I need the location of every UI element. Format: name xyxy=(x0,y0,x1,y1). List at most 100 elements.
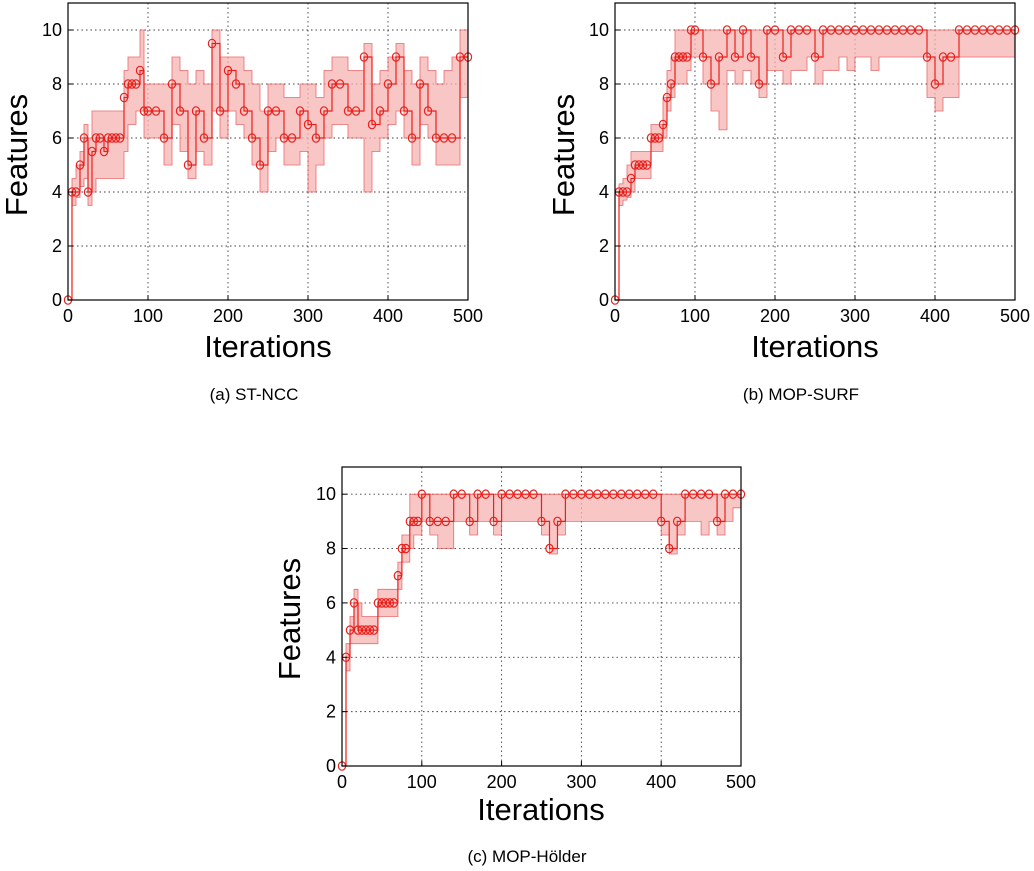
data-point-marker xyxy=(497,489,506,499)
data-point-marker xyxy=(383,79,393,89)
data-point-marker xyxy=(882,25,892,35)
data-point-marker xyxy=(649,489,658,499)
y-axis-label: Features xyxy=(546,94,581,216)
x-tick-label: 0 xyxy=(337,772,347,792)
data-point-marker xyxy=(712,516,722,527)
data-point-marker xyxy=(343,106,353,116)
mean-line xyxy=(615,29,1015,301)
data-point-marker xyxy=(641,489,650,499)
mean-line xyxy=(68,42,468,301)
data-point-marker xyxy=(91,133,101,143)
data-point-marker xyxy=(890,25,900,35)
data-point-marker xyxy=(529,489,538,499)
y-tick-label: 8 xyxy=(52,74,62,94)
data-point-marker xyxy=(672,516,682,527)
data-point-marker xyxy=(389,598,399,608)
data-point-marker xyxy=(746,52,756,62)
data-point-marker xyxy=(545,543,554,554)
y-tick-label: 0 xyxy=(326,756,336,776)
y-tick-label: 4 xyxy=(326,647,336,667)
x-tick-label: 100 xyxy=(133,306,163,326)
data-point-marker xyxy=(688,489,698,499)
data-point-marker xyxy=(433,516,442,527)
data-point-marker xyxy=(770,25,780,35)
data-point-marker xyxy=(866,25,876,35)
data-point-marker xyxy=(381,598,391,608)
data-point-marker xyxy=(658,119,668,130)
data-point-marker xyxy=(75,160,85,170)
x-tick-label: 400 xyxy=(920,306,950,326)
y-tick-label: 10 xyxy=(42,20,62,40)
data-point-marker xyxy=(83,187,93,197)
x-tick-label: 400 xyxy=(646,772,676,792)
data-point-marker xyxy=(131,79,141,89)
data-point-marker xyxy=(111,133,121,143)
data-point-marker xyxy=(119,92,129,103)
data-point-marker xyxy=(622,187,632,197)
data-point-marker xyxy=(473,489,482,499)
data-point-marker xyxy=(399,106,409,116)
data-point-marker xyxy=(353,625,363,635)
data-point-marker xyxy=(413,516,423,527)
data-point-marker xyxy=(730,52,740,62)
data-point-marker xyxy=(373,598,383,608)
y-tick-label: 10 xyxy=(589,20,609,40)
data-point-marker xyxy=(139,106,149,116)
y-tick-label: 10 xyxy=(316,484,336,504)
data-point-marker xyxy=(577,489,586,499)
data-point-marker xyxy=(714,52,724,62)
data-point-marker xyxy=(345,625,355,635)
subplot-caption: (c) MOP-Hölder xyxy=(467,847,586,866)
data-point-marker xyxy=(401,543,411,554)
data-point-marker xyxy=(481,489,490,499)
data-point-marker xyxy=(439,133,449,143)
data-point-marker xyxy=(569,489,578,499)
data-point-marker xyxy=(287,133,297,143)
data-point-marker xyxy=(585,489,594,499)
data-point-marker xyxy=(425,516,434,527)
data-point-marker xyxy=(357,625,367,635)
data-point-marker xyxy=(601,489,610,499)
data-point-marker xyxy=(279,133,289,143)
data-point-marker xyxy=(191,106,201,116)
data-point-marker xyxy=(215,106,225,116)
data-point-marker xyxy=(513,489,522,499)
y-tick-label: 2 xyxy=(52,236,62,256)
data-point-marker xyxy=(638,160,648,170)
data-point-marker xyxy=(255,160,265,170)
y-tick-label: 4 xyxy=(599,182,609,202)
data-point-marker xyxy=(143,106,153,116)
data-point-marker xyxy=(754,79,764,89)
data-point-marker xyxy=(810,52,820,62)
data-point-marker xyxy=(115,133,125,143)
data-point-marker xyxy=(465,516,474,527)
x-tick-label: 300 xyxy=(840,306,870,326)
data-point-marker xyxy=(385,598,395,608)
data-point-marker xyxy=(914,25,924,35)
data-point-marker xyxy=(690,25,700,35)
data-point-marker xyxy=(874,25,884,35)
subplot-a: 0 100 200 300 400 500 0 2 4 6 8 10 Iterations Featu… xyxy=(0,2,483,404)
data-point-marker xyxy=(678,52,688,62)
data-point-marker xyxy=(970,25,980,35)
y-axis-label: Features xyxy=(0,94,34,216)
x-tick-label: 0 xyxy=(610,306,620,326)
data-point-marker xyxy=(175,106,185,116)
data-point-marker xyxy=(818,25,828,35)
data-point-marker xyxy=(409,516,419,527)
x-tick-label: 300 xyxy=(293,306,323,326)
data-point-marker xyxy=(351,106,361,116)
y-tick-label: 8 xyxy=(326,539,336,559)
x-tick-label: 300 xyxy=(566,772,596,792)
range-band xyxy=(342,493,742,767)
x-tick-label: 0 xyxy=(63,306,73,326)
data-point-marker xyxy=(367,119,377,130)
data-point-marker xyxy=(79,133,89,143)
data-point-marker xyxy=(135,65,145,76)
data-point-marker xyxy=(826,25,836,35)
subplot-caption: (a) ST-NCC xyxy=(210,385,299,404)
data-point-marker xyxy=(978,25,988,35)
data-point-marker xyxy=(962,25,972,35)
data-point-marker xyxy=(994,25,1004,35)
data-point-marker xyxy=(327,79,337,89)
